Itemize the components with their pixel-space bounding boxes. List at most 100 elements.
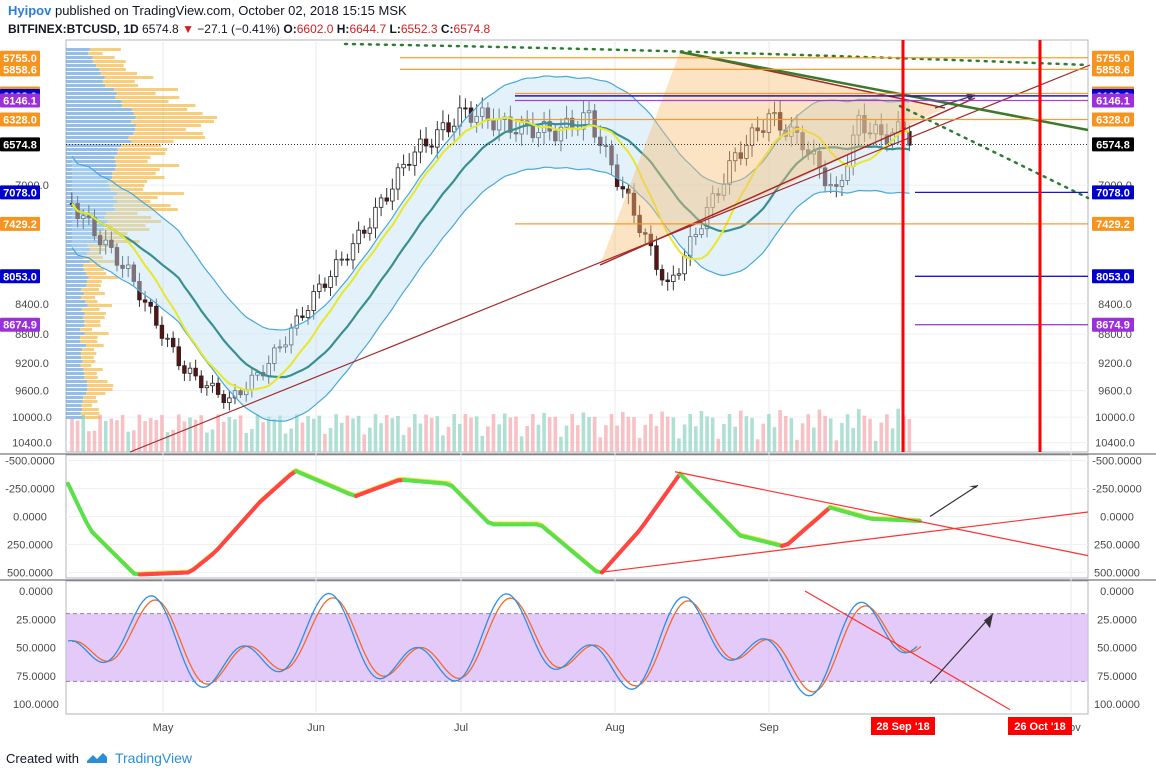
volume-bar — [323, 434, 327, 452]
candle-body — [199, 376, 203, 388]
volume-bar — [317, 416, 321, 452]
x-tick-label: Aug — [605, 722, 625, 734]
volume-profile-bar — [66, 100, 122, 103]
volume-bar — [188, 417, 192, 452]
volume-profile-bar — [90, 48, 121, 51]
tradingview-brand[interactable]: TradingView — [115, 750, 192, 766]
candle-body — [216, 383, 220, 394]
volume-bar — [475, 416, 479, 452]
volume-profile-bar — [88, 304, 112, 307]
volume-bar — [835, 440, 839, 452]
volume-profile-bar — [86, 272, 106, 275]
volume-profile-bar — [81, 352, 96, 355]
volume-bar — [233, 419, 237, 452]
volume-bar — [143, 421, 147, 452]
volume-profile-bar — [115, 168, 160, 171]
price-label-text-left: 6328.0 — [3, 115, 37, 127]
volume-profile-bar — [116, 164, 179, 167]
volume-profile-bar — [81, 412, 100, 415]
volume-bar — [183, 421, 187, 452]
volume-profile-bar — [82, 348, 94, 351]
volume-profile-bar — [66, 92, 117, 95]
volume-bar — [76, 421, 80, 452]
volume-bar — [756, 439, 760, 452]
volume-bar — [244, 433, 248, 452]
candle-body — [177, 347, 181, 366]
volume-bar — [256, 414, 260, 452]
candle-body — [301, 316, 305, 318]
volume-bar — [806, 414, 810, 452]
volume-profile-bar — [84, 372, 97, 375]
volume-bar — [638, 438, 642, 452]
volume-profile-bar — [134, 112, 203, 115]
volume-profile-bar — [66, 336, 80, 339]
volume-profile-bar — [66, 292, 84, 295]
volume-profile-bar — [83, 368, 102, 371]
volume-profile-bar — [88, 276, 118, 279]
volume-bar — [559, 437, 563, 452]
price-tick-left: 10400.0 — [12, 438, 52, 450]
volume-bar — [520, 436, 524, 452]
volume-profile-bar — [81, 296, 95, 299]
volume-bar — [908, 419, 912, 452]
volume-profile-bar — [66, 416, 83, 419]
price-tick-right: 10400.0 — [1095, 438, 1135, 450]
candle-body — [188, 368, 192, 373]
volume-bar — [525, 426, 529, 452]
volume-bar — [598, 437, 602, 452]
volume-bar — [863, 416, 867, 452]
volume-bar — [604, 425, 608, 452]
candle-body — [160, 325, 164, 338]
volume-bar — [340, 423, 344, 452]
volume-profile-bar — [81, 356, 94, 359]
candle-body — [655, 246, 659, 270]
volume-bar — [132, 430, 136, 452]
volume-bar — [649, 414, 653, 452]
volume-bar — [829, 418, 833, 452]
stoch-tick-label-left: 75.0000 — [16, 671, 56, 683]
volume-profile-bar — [114, 88, 178, 91]
volume-bar — [514, 417, 518, 452]
candle-body — [464, 108, 468, 109]
volume-profile-bar — [81, 364, 92, 367]
volume-bar — [407, 427, 411, 452]
volume-profile-bar — [83, 316, 104, 319]
volume-profile-bar — [66, 64, 96, 67]
price-label-text: 6574.8 — [1096, 139, 1130, 151]
volume-bar — [469, 418, 473, 452]
volume-profile-bar — [117, 92, 156, 95]
volume-profile-bar — [66, 48, 90, 51]
volume-profile-bar — [87, 280, 102, 283]
volume-profile-bar — [66, 140, 131, 143]
candle-body — [362, 230, 366, 233]
volume-profile-bar — [66, 380, 87, 383]
volume-bar — [374, 414, 378, 452]
price-label-text-left: 7078.0 — [3, 187, 37, 199]
volume-bar — [593, 417, 597, 452]
osc-tick-label: -500.0000 — [1092, 456, 1142, 468]
osc-tick-label-left: 0.0000 — [13, 512, 47, 524]
candle-body — [334, 260, 338, 277]
candle-body — [346, 259, 350, 260]
volume-profile-bar — [118, 148, 168, 151]
volume-profile-bar — [66, 52, 88, 55]
volume-profile-bar — [80, 336, 98, 339]
volume-profile-bar — [66, 120, 131, 123]
volume-profile-bar — [66, 332, 85, 335]
price-tick-left: 8400.0 — [15, 299, 49, 311]
volume-bar — [312, 419, 316, 452]
volume-bar — [660, 412, 664, 452]
volume-bar — [655, 426, 659, 452]
candle-body — [357, 230, 361, 244]
volume-profile-bar — [66, 312, 85, 315]
volume-profile-bar — [66, 340, 80, 343]
volume-bar — [441, 435, 445, 452]
volume-bar — [784, 416, 788, 452]
x-tick-label: May — [153, 722, 174, 734]
tradingview-logo-icon — [85, 751, 109, 765]
stoch-band — [66, 614, 1088, 682]
price-label-text-left: 5858.6 — [3, 64, 37, 76]
volume-profile-bar — [66, 88, 114, 91]
volume-profile-bar — [85, 312, 106, 315]
